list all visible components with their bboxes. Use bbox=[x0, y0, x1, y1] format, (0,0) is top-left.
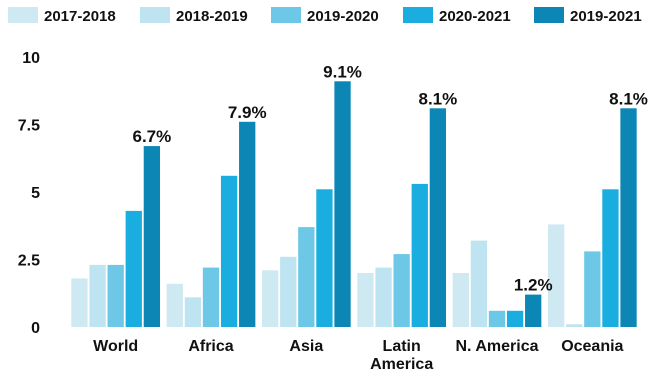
data-label: 7.9% bbox=[228, 103, 267, 122]
legend-swatch bbox=[271, 7, 301, 23]
bar bbox=[411, 183, 428, 327]
legend-item-1: 2018-2019 bbox=[140, 7, 248, 25]
legend-item-3: 2020-2021 bbox=[403, 7, 511, 25]
bar bbox=[202, 267, 220, 327]
bar bbox=[166, 283, 183, 327]
bar bbox=[547, 224, 565, 327]
data-labels: 6.7% 7.9% 9.1% 8.1% 1.2% 8.1% bbox=[132, 62, 647, 294]
data-label: 8.1% bbox=[609, 89, 648, 108]
x-tick-label: World bbox=[93, 338, 138, 355]
bar bbox=[125, 210, 142, 327]
legend-label: 2018-2019 bbox=[176, 8, 248, 25]
bar-group-3 bbox=[357, 108, 447, 327]
data-label: 9.1% bbox=[323, 62, 362, 81]
legend-swatch bbox=[403, 7, 433, 23]
bar bbox=[566, 324, 583, 327]
legend-label: 2017-2018 bbox=[44, 8, 116, 25]
bar bbox=[452, 273, 469, 327]
x-tick-label: Oceania bbox=[561, 338, 623, 355]
bar bbox=[525, 294, 542, 327]
bar bbox=[506, 310, 524, 327]
x-tick-label: Asia bbox=[289, 338, 323, 355]
x-tick-label: Africa bbox=[188, 338, 233, 355]
bar bbox=[429, 108, 447, 327]
bar bbox=[316, 189, 333, 327]
y-axis: 0 2.5 5 7.5 10 bbox=[18, 50, 40, 337]
bar-group-5 bbox=[547, 108, 637, 327]
legend-item-0: 2017-2018 bbox=[8, 7, 116, 25]
bar bbox=[89, 264, 106, 327]
x-tick-label: N. America bbox=[456, 338, 539, 355]
chart-legend: 2017-2018 2018-2019 2019-2020 2020-2021 2019… bbox=[8, 7, 642, 25]
bar bbox=[184, 297, 202, 327]
y-tick-label: 2.5 bbox=[18, 253, 40, 270]
bar bbox=[602, 189, 619, 327]
legend-item-4: 2019-2021 bbox=[534, 7, 642, 25]
data-label: 1.2% bbox=[514, 276, 553, 295]
bar bbox=[143, 146, 161, 327]
y-tick-label: 5 bbox=[31, 185, 40, 202]
legend-label: 2019-2020 bbox=[307, 8, 379, 25]
bar bbox=[488, 310, 506, 327]
bar bbox=[298, 227, 315, 327]
bar bbox=[357, 273, 374, 327]
legend-label: 2019-2021 bbox=[570, 8, 642, 25]
legend-item-2: 2019-2020 bbox=[271, 7, 379, 25]
bar bbox=[375, 267, 392, 327]
x-axis: World Africa Asia Latin America N. America Oce… bbox=[93, 338, 623, 373]
bar bbox=[261, 270, 279, 327]
bar-group-0 bbox=[71, 146, 161, 327]
data-label: 8.1% bbox=[418, 89, 457, 108]
legend-swatch bbox=[534, 7, 564, 23]
bar bbox=[470, 240, 488, 327]
x-tick-label: Latin America bbox=[370, 338, 433, 373]
legend-label: 2020-2021 bbox=[439, 8, 511, 25]
bar bbox=[584, 251, 601, 327]
bar bbox=[107, 264, 124, 327]
bar bbox=[220, 175, 238, 327]
bar bbox=[280, 256, 297, 327]
data-label: 6.7% bbox=[132, 127, 171, 146]
y-tick-label: 0 bbox=[31, 320, 40, 337]
bar bbox=[334, 81, 351, 327]
legend-swatch bbox=[140, 7, 170, 23]
bar-group-1 bbox=[166, 121, 256, 327]
y-tick-label: 7.5 bbox=[18, 118, 40, 135]
bar bbox=[393, 254, 410, 327]
bar-plot-area bbox=[71, 81, 637, 327]
y-tick-label: 10 bbox=[22, 50, 40, 67]
legend-swatch bbox=[8, 7, 38, 23]
bar bbox=[71, 278, 88, 327]
bar-group-4 bbox=[452, 240, 542, 327]
bar bbox=[239, 121, 256, 327]
bar bbox=[620, 108, 637, 327]
bar-group-2 bbox=[261, 81, 351, 327]
